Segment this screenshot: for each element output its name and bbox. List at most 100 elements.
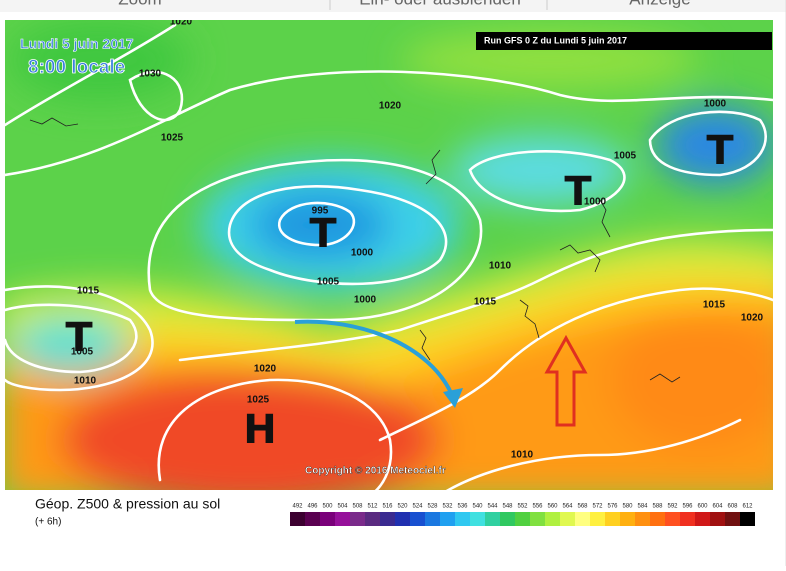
scale-cell [515,512,530,526]
isobar-label: 1025 [247,395,270,406]
scale-label: 568 [577,504,588,510]
scale-cell [380,512,395,526]
scale-label: 560 [547,504,558,510]
scale-label: 520 [397,504,408,510]
scale-label: 588 [652,504,663,510]
scale-cell [620,512,635,526]
legend-subtitle: (+ 6h) [35,517,61,528]
blue-arrow-head [443,388,463,408]
isobar-label: 1020 [379,101,402,112]
scale-cell [575,512,590,526]
isobar-label: 1000 [704,99,727,110]
scale-cell [680,512,695,526]
scale-label: 536 [457,504,468,510]
isobar-label: 1010 [489,261,512,272]
scale-label: 600 [697,504,708,510]
legend-title: Géop. Z500 & pression au sol [35,496,220,512]
scale-label: 548 [502,504,513,510]
scale-label: 612 [742,504,753,510]
date-label: Lundi 5 juin 2017 [20,36,134,52]
scale-label: 500 [322,504,333,510]
scale-label: 584 [637,504,648,510]
scale-label: 508 [352,504,363,510]
isobar-label: 1020 [170,17,193,28]
scale-label: 544 [487,504,498,510]
toolbar [0,0,786,12]
scale-cell [455,512,470,526]
scale-cell [440,512,455,526]
isobar-label: 1010 [74,376,97,387]
isobar-label: 1005 [614,151,637,162]
scale-cell [335,512,350,526]
isobar-label: 1015 [77,286,100,297]
scale-label: 540 [472,504,483,510]
run-box [476,32,772,50]
scale-label: 504 [337,504,348,510]
scale-cell [590,512,605,526]
isobar-label: 995 [312,206,329,217]
pressure-center: T [564,169,592,215]
scale-label: 528 [427,504,438,510]
run-label: Run GFS 0 Z du Lundi 5 juin 2017 [484,35,627,45]
isobar-label: 1015 [474,297,497,308]
scale-cell [365,512,380,526]
time-label: 8:00 locale [28,57,125,78]
scale-label: 604 [712,504,723,510]
isobar-label: 1020 [254,364,277,375]
isobar-label: 1015 [703,300,726,311]
red-arrow [544,334,588,427]
toolbar-item: Zoom [118,0,161,8]
isobar-label: 1005 [71,347,94,358]
isobar-label: 1000 [584,197,607,208]
scale-cell [485,512,500,526]
pressure-center: T [65,315,93,361]
scale-cell [560,512,575,526]
isobar-label: 1010 [511,450,534,461]
scale-label: 512 [367,504,378,510]
isobar-label: 1030 [139,69,162,80]
scale-cell [425,512,440,526]
scale-cell [605,512,620,526]
scale-cell [635,512,650,526]
pressure-center: H [243,407,276,453]
scale-cell [410,512,425,526]
toolbar-item: Ein- oder ausblenden [359,0,521,8]
scale-label: 580 [622,504,633,510]
scale-cell [740,512,755,526]
scale-label: 516 [382,504,393,510]
scale-cell [545,512,560,526]
toolbar-item: Anzeige [629,0,690,8]
scale-cell [470,512,485,526]
scale-label: 608 [727,504,738,510]
map: 1020 1030 1025 1020 995 1000 1005 1000 1010 1015 1… [5,17,773,490]
scale-label: 556 [532,504,543,510]
blue-arrow [294,319,454,396]
scale-label: 592 [667,504,678,510]
scale-cell [290,512,305,526]
isobar-label: 1000 [351,248,374,259]
scale-label: 564 [562,504,573,510]
scale-label: 492 [292,504,303,510]
scale-label: 532 [442,504,453,510]
scale-label: 552 [517,504,528,510]
isobar-label: 1005 [317,277,340,288]
scale-cell [695,512,710,526]
isobar-label: 1000 [354,295,377,306]
isobar-label: 1025 [161,133,184,144]
isobar-label: 1020 [741,313,764,324]
scale-label: 572 [592,504,603,510]
scale-cell [320,512,335,526]
scale-label: 576 [607,504,618,510]
copyright: Copyright © 2016 Meteociel.fr [305,466,446,477]
scale-cell [725,512,740,526]
scale-cell [650,512,665,526]
scale-cell [395,512,410,526]
scale-label: 496 [307,504,318,510]
pressure-center: T [309,211,337,257]
scale-cell [665,512,680,526]
scale-cell [305,512,320,526]
scale-cell [710,512,725,526]
scale-cell [530,512,545,526]
